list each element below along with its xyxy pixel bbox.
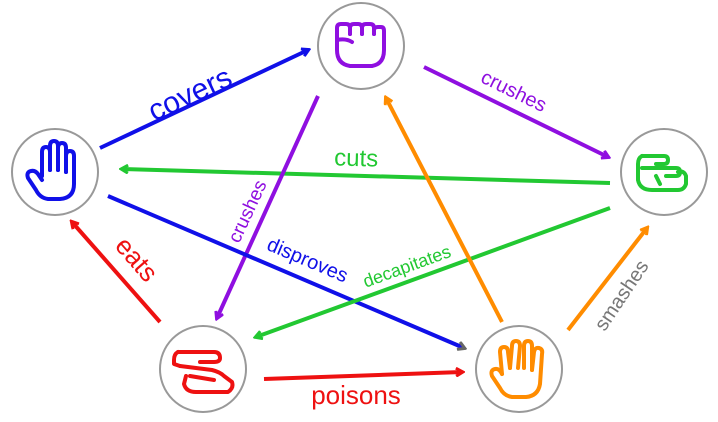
edge-covers-label: covers — [143, 61, 237, 128]
edge-cuts-label: cuts — [334, 144, 379, 172]
edge-smashes-arrow — [566, 228, 647, 332]
node-lizard — [159, 325, 247, 413]
edge-cuts-arrow — [122, 169, 611, 185]
node-spock — [475, 325, 563, 413]
edge-eats-arrow — [72, 222, 162, 324]
edge-spock-rock-arrow — [386, 98, 504, 323]
edge-eats-label: eats — [109, 231, 164, 288]
edge-disproves-arrow — [107, 194, 464, 348]
fist-icon — [335, 22, 386, 68]
spock-hand-icon — [489, 339, 545, 399]
edge-crushes-lizard-arrow — [217, 95, 320, 318]
lizard-hand-icon — [172, 350, 235, 394]
edge-poisons-label: poisons — [311, 380, 401, 410]
open-hand-icon — [25, 139, 76, 201]
scissors-hand-icon — [636, 154, 688, 192]
edge-smashes-label: smashes — [591, 256, 654, 335]
edge-decapitates-arrow — [256, 206, 611, 337]
edge-covers-arrow — [99, 50, 308, 150]
node-scissors — [620, 128, 708, 216]
node-paper — [11, 128, 99, 216]
edge-crushes-scissors-arrow — [423, 65, 608, 157]
node-rock — [317, 2, 405, 90]
edge-poisons-arrow — [263, 372, 462, 381]
